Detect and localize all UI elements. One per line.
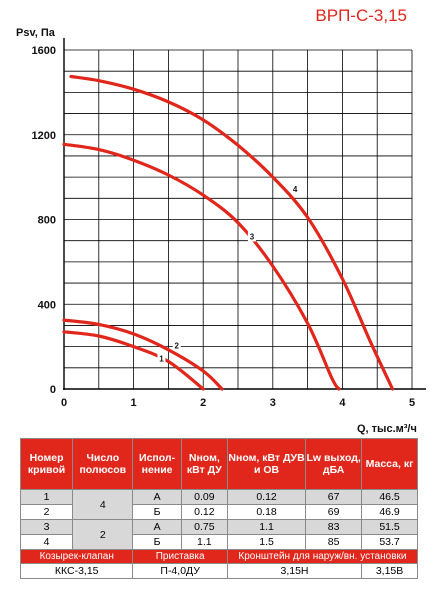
cell-power-duv: 1.1 [226, 519, 307, 535]
cell-mass: 46.5 [361, 489, 418, 505]
y-tick-label: 0 [50, 384, 56, 396]
accessories-header-row: Козырек-клапан Приставка Кронштейн для н… [19, 549, 419, 564]
curve-label-bg [247, 231, 256, 242]
curve-label-4: 4 [293, 185, 298, 194]
x-tick-label: 1 [131, 397, 137, 409]
cell-lw: 83 [305, 519, 363, 535]
curves: 1 2 3 4 [62, 74, 395, 391]
table-row: 2 Б 0.12 0.18 69 46.9 [19, 504, 418, 520]
chart-title: ВРП-С-3,15 [315, 6, 407, 25]
x-tick-label: 4 [339, 397, 346, 409]
accessory-value-visor: ККС-3,15 [19, 563, 134, 579]
curve-label-bg [172, 340, 181, 351]
cell-mass: 51.5 [361, 519, 418, 535]
curve-3 [62, 142, 341, 391]
cell-mass: 46.9 [361, 504, 418, 520]
accessory-value-bracket-outdoor: 3,15Н [226, 563, 363, 579]
cell-curve: 4 [19, 534, 74, 550]
curve-label-1: 1 [159, 354, 164, 363]
axes [63, 38, 426, 390]
curve-2 [62, 318, 224, 391]
accessory-value-adapter: П-4,0ДУ [132, 563, 228, 579]
table-row: 1 4 А 0.09 0.12 67 46.5 [19, 489, 418, 520]
fan-curve-chart: 1 2 3 4 0 1 2 3 4 5 0 400 800 1200 1600 Psv, Па Q, ты… [16, 27, 426, 435]
header-mass: Масса, кг [361, 438, 418, 490]
cell-poles: 4 [72, 489, 134, 520]
x-tick-label: 2 [200, 397, 206, 409]
header-power-duv: Nном, кВт ДУВ и ОВ [226, 438, 307, 490]
cell-version: Б [132, 504, 182, 520]
header-curve: Номер кривой [19, 438, 74, 490]
x-tick-label: 3 [270, 397, 276, 409]
y-tick-label: 1200 [32, 130, 56, 142]
spec-table: Номер кривой Число полюсов Испол-нение N… [19, 438, 419, 579]
cell-curve: 2 [19, 504, 74, 520]
x-axis-label: Q, тыс.м³/ч [357, 423, 417, 435]
y-tick-label: 1600 [32, 45, 56, 57]
table-row: 3 2 А 0.75 1.1 83 51.5 [19, 519, 418, 550]
cell-mass: 53.7 [361, 534, 418, 550]
accessories-values-row: ККС-3,15 П-4,0ДУ 3,15Н 3,15В [19, 563, 418, 579]
cell-curve: 3 [19, 519, 74, 535]
cell-poles: 2 [72, 519, 134, 550]
grid [63, 49, 413, 390]
x-tick-label: 0 [61, 397, 67, 409]
cell-power-duv: 0.12 [226, 489, 307, 505]
cell-version: Б [132, 534, 182, 550]
cell-lw: 67 [305, 489, 363, 505]
accessory-label-visor: Козырек-клапан [19, 549, 134, 564]
cell-version: А [132, 489, 182, 505]
header-version: Испол-нение [132, 438, 182, 490]
header-power-du: Nном, кВт ДУ [180, 438, 228, 490]
accessory-value-bracket-indoor: 3,15В [361, 563, 418, 579]
cell-power-du: 0.12 [180, 504, 228, 520]
accessory-label-adapter: Приставка [132, 549, 228, 564]
tick-labels: 0 1 2 3 4 5 0 400 800 1200 1600 [32, 45, 416, 409]
cell-curve: 1 [19, 489, 74, 505]
y-axis-label: Psv, Па [16, 27, 56, 39]
cell-power-duv: 1.5 [226, 534, 307, 550]
cell-lw: 85 [305, 534, 363, 550]
curve-1 [62, 330, 205, 391]
cell-power-du: 0.75 [180, 519, 228, 535]
header-poles: Число полюсов [72, 438, 134, 490]
curve-label-3: 3 [250, 232, 255, 241]
cell-power-du: 1.1 [180, 534, 228, 550]
cell-version: А [132, 519, 182, 535]
x-tick-label: 5 [409, 397, 415, 409]
header-lw: Lw выход, дБА [305, 438, 363, 490]
cell-lw: 69 [305, 504, 363, 520]
curve-4 [69, 74, 395, 391]
accessory-label-bracket: Кронштейн для наруж/вн. установки [226, 549, 419, 564]
curve-label-2: 2 [175, 342, 180, 351]
cell-power-du: 0.09 [180, 489, 228, 505]
y-tick-label: 400 [38, 299, 56, 311]
curve-label-bg [291, 183, 300, 194]
cell-power-duv: 0.18 [226, 504, 307, 520]
table-header-row: Номер кривой Число полюсов Испол-нение N… [19, 438, 418, 490]
curve-label-bg [157, 353, 166, 364]
y-tick-label: 800 [38, 215, 56, 227]
table-row: 4 Б 1.1 1.5 85 53.7 [19, 534, 418, 550]
